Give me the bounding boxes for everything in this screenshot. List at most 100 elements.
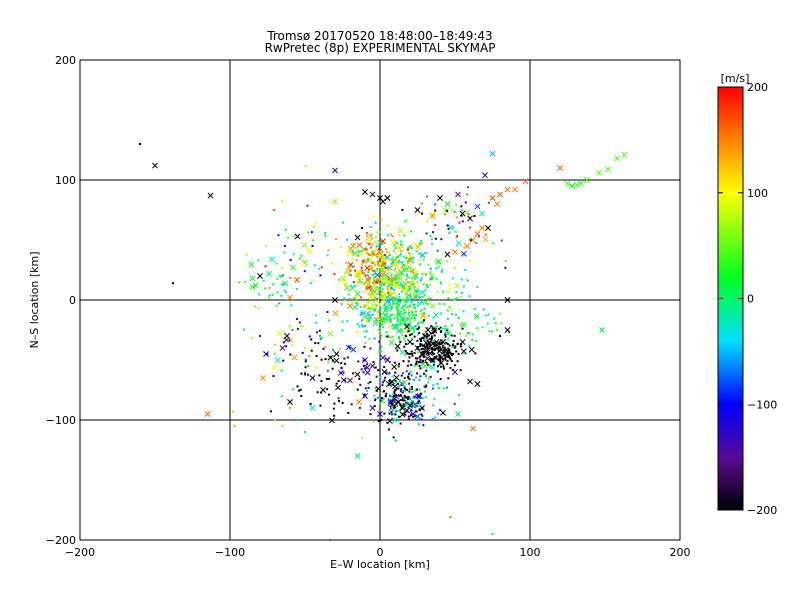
data-point-x bbox=[392, 259, 398, 266]
data-point-x bbox=[464, 209, 470, 216]
data-point bbox=[423, 307, 426, 310]
data-point bbox=[379, 276, 382, 279]
data-point bbox=[430, 277, 433, 280]
data-point bbox=[426, 345, 429, 348]
data-point bbox=[451, 312, 454, 315]
data-point bbox=[359, 272, 362, 275]
data-point bbox=[331, 262, 334, 265]
data-point bbox=[384, 293, 387, 296]
data-point bbox=[370, 254, 373, 257]
data-point-x bbox=[385, 287, 392, 294]
data-point bbox=[368, 278, 371, 281]
colorbar-tick-label: 0 bbox=[747, 293, 754, 306]
data-point bbox=[477, 235, 480, 238]
data-point bbox=[376, 231, 379, 234]
data-point bbox=[362, 359, 365, 362]
data-point-x bbox=[291, 354, 298, 361]
data-point bbox=[407, 396, 410, 399]
data-point bbox=[411, 353, 414, 356]
data-point bbox=[382, 270, 385, 273]
data-point bbox=[440, 312, 443, 315]
data-point-x bbox=[386, 417, 393, 424]
data-point bbox=[345, 261, 348, 264]
data-point bbox=[403, 397, 406, 400]
data-point bbox=[262, 279, 265, 282]
data-point bbox=[365, 286, 368, 289]
data-point bbox=[446, 317, 449, 320]
data-point bbox=[403, 299, 406, 302]
data-point bbox=[379, 288, 382, 291]
data-point bbox=[427, 334, 430, 337]
data-point bbox=[362, 371, 365, 374]
data-point bbox=[364, 335, 367, 338]
data-point-x bbox=[599, 327, 605, 333]
data-point bbox=[413, 303, 416, 306]
data-point-x bbox=[557, 165, 563, 171]
data-point bbox=[401, 285, 404, 288]
data-point bbox=[391, 375, 394, 378]
data-point bbox=[290, 304, 293, 307]
data-point-x bbox=[294, 276, 300, 283]
data-point-x bbox=[423, 348, 430, 355]
data-point bbox=[431, 348, 434, 351]
data-point bbox=[333, 402, 336, 405]
data-point bbox=[397, 387, 400, 390]
data-point bbox=[405, 351, 408, 354]
data-point bbox=[457, 352, 460, 355]
data-point bbox=[396, 300, 399, 303]
data-point bbox=[395, 326, 398, 329]
data-point bbox=[311, 245, 314, 247]
data-point bbox=[340, 366, 343, 369]
data-point bbox=[499, 312, 502, 315]
data-point bbox=[361, 260, 364, 263]
colorbar-frame bbox=[717, 86, 744, 511]
data-point bbox=[429, 341, 432, 344]
data-point bbox=[400, 266, 403, 269]
data-point bbox=[431, 242, 434, 245]
data-point bbox=[377, 280, 380, 283]
data-point bbox=[384, 376, 387, 379]
data-point bbox=[393, 390, 396, 393]
data-point bbox=[432, 404, 435, 407]
data-point bbox=[419, 342, 422, 345]
data-point-x bbox=[383, 298, 390, 305]
data-point bbox=[353, 243, 356, 246]
data-point-x bbox=[362, 357, 368, 363]
data-point bbox=[405, 274, 408, 277]
data-point bbox=[361, 227, 363, 229]
data-point-x bbox=[207, 192, 214, 199]
data-point bbox=[381, 250, 384, 253]
data-point bbox=[364, 274, 367, 277]
data-point bbox=[377, 299, 380, 302]
data-point bbox=[367, 301, 370, 304]
data-point bbox=[433, 397, 436, 400]
data-point bbox=[345, 270, 348, 273]
data-point bbox=[415, 291, 418, 294]
data-point-x bbox=[380, 198, 386, 205]
data-point bbox=[292, 253, 295, 256]
data-point bbox=[390, 410, 393, 413]
data-point bbox=[429, 344, 432, 347]
data-point bbox=[399, 422, 402, 425]
data-point bbox=[495, 328, 498, 331]
data-point bbox=[282, 282, 285, 285]
data-point bbox=[352, 252, 355, 255]
data-point bbox=[366, 307, 369, 310]
data-point bbox=[384, 306, 387, 309]
data-point bbox=[397, 298, 400, 301]
data-point bbox=[444, 325, 447, 328]
data-point bbox=[424, 395, 427, 398]
data-point bbox=[459, 369, 462, 372]
data-point bbox=[410, 291, 413, 294]
data-point bbox=[328, 393, 331, 396]
data-point bbox=[456, 343, 459, 346]
data-point bbox=[377, 420, 380, 423]
data-point bbox=[405, 278, 408, 281]
data-point bbox=[372, 313, 375, 316]
data-point bbox=[430, 338, 433, 341]
data-point bbox=[413, 364, 416, 367]
data-point bbox=[372, 281, 375, 284]
data-point bbox=[379, 263, 382, 266]
data-point bbox=[447, 377, 450, 380]
data-point bbox=[468, 226, 471, 229]
